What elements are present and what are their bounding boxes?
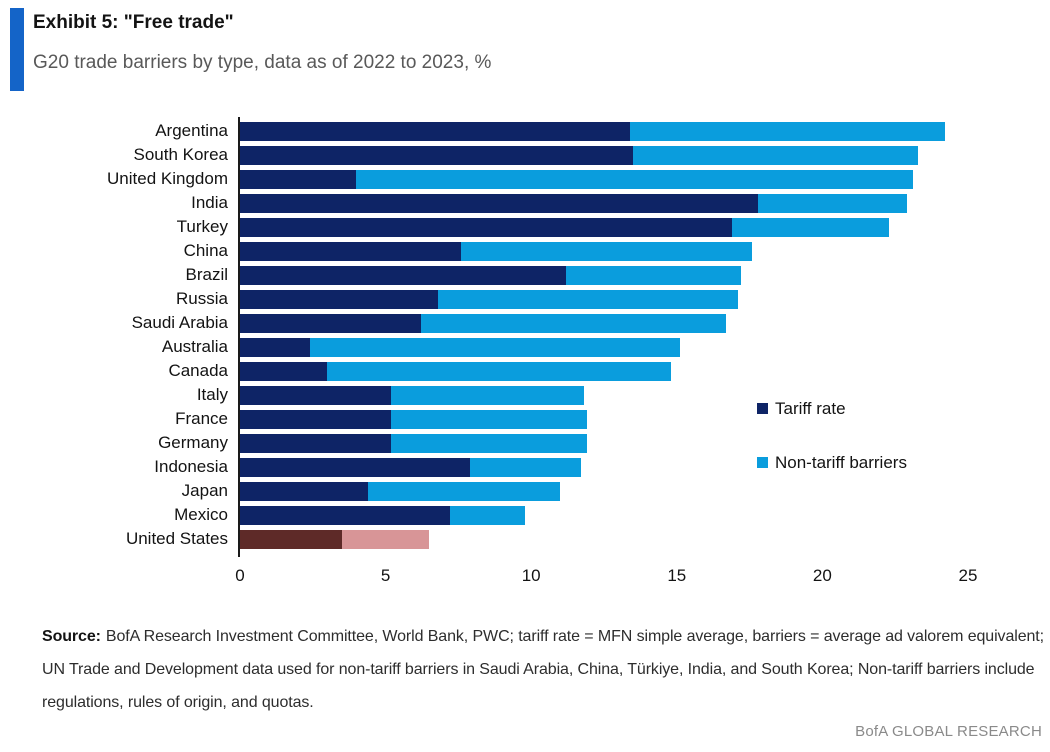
bar-segment <box>368 481 561 501</box>
bar-row <box>240 215 968 239</box>
bar-segment <box>391 385 584 405</box>
bar-segment <box>240 529 342 549</box>
bar-row <box>240 239 968 263</box>
bar-row <box>240 383 968 407</box>
category-label: Indonesia <box>154 457 228 476</box>
bar-segment <box>240 481 369 501</box>
bar-segment <box>240 145 634 165</box>
bar-segment <box>240 505 450 525</box>
bar-row <box>240 311 968 335</box>
x-tick-label: 5 <box>380 566 391 585</box>
bar-row <box>240 503 968 527</box>
source-note: Source: BofA Research Investment Committe… <box>42 620 1044 719</box>
bar-row <box>240 359 968 383</box>
category-label: France <box>175 409 228 428</box>
bar-segment <box>732 217 890 237</box>
bar-segment <box>356 169 913 189</box>
bar-row <box>240 287 968 311</box>
x-tick-label: 10 <box>521 566 541 585</box>
legend-label-tariff-rate: Tariff rate <box>775 398 846 418</box>
bar-segment <box>240 121 631 141</box>
bar-segment <box>240 409 392 429</box>
bar-segment <box>630 121 945 141</box>
category-label: Australia <box>161 337 228 356</box>
category-label: South Korea <box>133 145 228 164</box>
bar-segment <box>240 265 567 285</box>
category-label: Mexico <box>174 505 228 524</box>
legend-item-non-tariff-barriers: Non-tariff barriers <box>757 452 907 472</box>
bar-row <box>240 431 968 455</box>
chart-subtitle: G20 trade barriers by type, data as of 2… <box>33 52 492 73</box>
bar-row <box>240 191 968 215</box>
bar-segment <box>391 433 587 453</box>
non-tariff-barriers-swatch-icon <box>757 457 768 468</box>
category-label: Italy <box>196 385 228 404</box>
x-axis: 0 5 10 15 20 25 <box>235 566 977 588</box>
x-tick-label: 15 <box>667 566 687 585</box>
tariff-rate-swatch-icon <box>757 403 768 414</box>
bar-segment <box>240 361 328 381</box>
x-tick-label: 20 <box>812 566 832 585</box>
bar-segment <box>240 217 733 237</box>
bar-row <box>240 263 968 287</box>
legend-label-non-tariff-barriers: Non-tariff barriers <box>775 452 907 472</box>
bar-segment <box>240 337 310 357</box>
bar-segment <box>420 313 727 333</box>
source-label: Source: <box>42 628 101 645</box>
bar-segment <box>438 289 738 309</box>
bar-segment <box>461 241 753 261</box>
bar-segment <box>566 265 741 285</box>
bar-segment <box>758 193 907 213</box>
bar-segment <box>470 457 581 477</box>
bar-segment <box>240 193 759 213</box>
bar-segment <box>341 529 430 549</box>
source-text: BofA Research Investment Committee, Worl… <box>42 628 1044 711</box>
bar-row <box>240 119 968 143</box>
category-label: Argentina <box>155 121 228 140</box>
category-label: China <box>183 241 228 260</box>
category-label: Japan <box>181 481 228 500</box>
category-label: United Kingdom <box>107 169 228 188</box>
bar-segment <box>240 385 392 405</box>
category-label: Brazil <box>185 265 228 284</box>
exhibit-title: Exhibit 5: "Free trade" <box>33 12 234 33</box>
bofa-branding: BofA GLOBAL RESEARCH <box>855 723 1042 740</box>
exhibit-accent-bar <box>10 8 24 91</box>
bar-segment <box>240 457 471 477</box>
bar-row <box>240 455 968 479</box>
bar-row <box>240 527 968 551</box>
bar-segment <box>391 409 587 429</box>
bar-segment <box>240 313 421 333</box>
bar-row <box>240 335 968 359</box>
bar-segment <box>240 241 462 261</box>
legend-item-tariff-rate: Tariff rate <box>757 398 907 418</box>
category-label: United States <box>125 529 228 548</box>
bar-row <box>240 167 968 191</box>
bar-segment <box>327 361 671 381</box>
bar-row <box>240 479 968 503</box>
category-label: Saudi Arabia <box>131 313 228 332</box>
chart-legend: Tariff rate Non-tariff barriers <box>757 398 907 508</box>
y-axis-labels: Argentina South Korea United Kingdom India T… <box>0 119 228 551</box>
y-axis-line <box>238 117 240 557</box>
x-tick-label: 25 <box>958 566 978 585</box>
plot-area <box>240 119 968 551</box>
bar-segment <box>240 169 357 189</box>
x-tick-label: 0 <box>235 566 245 585</box>
category-label: India <box>191 193 228 212</box>
category-label: Canada <box>168 361 228 380</box>
bar-segment <box>240 289 439 309</box>
bar-segment <box>633 145 919 165</box>
category-label: Turkey <box>176 217 228 236</box>
bar-segment <box>449 505 526 525</box>
bar-row <box>240 143 968 167</box>
bar-segment <box>240 433 392 453</box>
category-label: Russia <box>176 289 228 308</box>
bar-row <box>240 407 968 431</box>
bar-segment <box>309 337 680 357</box>
category-label: Germany <box>158 433 228 452</box>
